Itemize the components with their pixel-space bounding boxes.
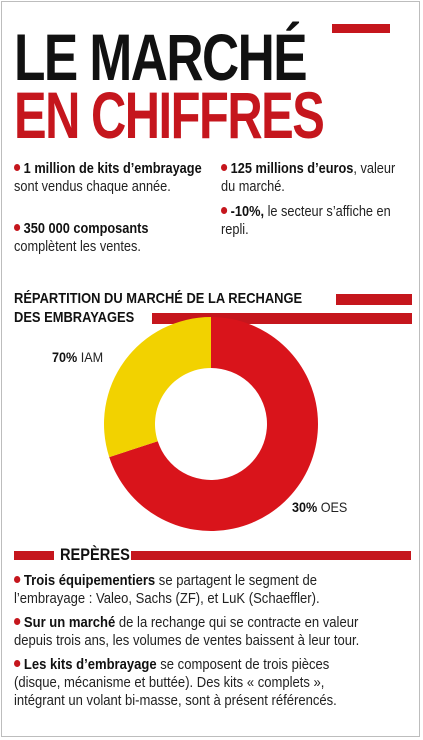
chart-section-title-line2: DES EMBRAYAGES [14,309,135,326]
slice-label-value: 70% [52,349,78,365]
chart-section-title-line1: RÉPARTITION DU MARCHÉ DE LA RECHANGE [14,290,303,307]
fact-text: , valeur du marché. [221,161,396,195]
fact-text: le secteur s’affiche en repli. [221,204,391,238]
slice-label-iam: 70% IAM [52,348,103,366]
slice-label-value: 30% [292,499,318,515]
bullet-icon [14,164,21,171]
fact-text: complètent les ventes. [14,239,141,255]
section-accent-bar [336,294,412,305]
reperes-title: REPÈRES [60,545,130,564]
page-title-line1: LE MARCHÉ [14,20,308,94]
reperes-accent-bar-left [14,551,54,560]
fact-item: 125 millions d’euros, valeur du marché. [221,160,401,196]
repere-bold: Sur un marché [23,615,116,631]
repere-item: Sur un marché de la rechange qui se cont… [14,614,370,650]
donut-slice-iam [109,317,318,531]
repere-bold: Trois équipementiers [23,573,156,589]
bullet-icon [14,618,21,625]
slice-label-oes: 30% OES [292,498,347,516]
fact-item: -10%, le secteur s’affiche en repli. [221,203,401,239]
repere-text: se composent de trois pièces (disque, mé… [14,657,337,709]
fact-text: sont vendus chaque année. [14,179,171,195]
bullet-icon [221,207,228,214]
reperes-accent-bar-right [131,551,411,560]
bullet-icon [221,164,228,171]
repere-item: Les kits d’embrayage se composent de tro… [14,656,370,710]
repere-item: Trois équipementiers se partagent le seg… [14,572,370,608]
repere-bold: Les kits d’embrayage [23,657,157,673]
donut-slice-oes [103,317,211,458]
repere-text: se partagent le segment de l’embrayage :… [14,573,320,607]
section-accent-bar [152,313,412,324]
fact-bold: -10%, [230,204,265,220]
page-title-line2: EN CHIFFRES [14,78,325,152]
fact-item: 1 million de kits d’embrayage sont vendu… [14,160,212,196]
bullet-icon [14,660,21,667]
fact-item: 350 000 composants complètent les ventes… [14,220,212,256]
title-accent-bar [332,24,390,33]
fact-bold: 1 million de kits d’embrayage [23,161,202,177]
bullet-icon [14,224,21,231]
fact-bold: 350 000 composants [23,221,149,237]
slice-label-name: OES [320,499,348,515]
repere-text: de la rechange qui se contracte en valeu… [14,615,360,649]
slice-label-name: IAM [80,349,104,365]
bullet-icon [14,576,21,583]
fact-bold: 125 millions d’euros [230,161,354,177]
